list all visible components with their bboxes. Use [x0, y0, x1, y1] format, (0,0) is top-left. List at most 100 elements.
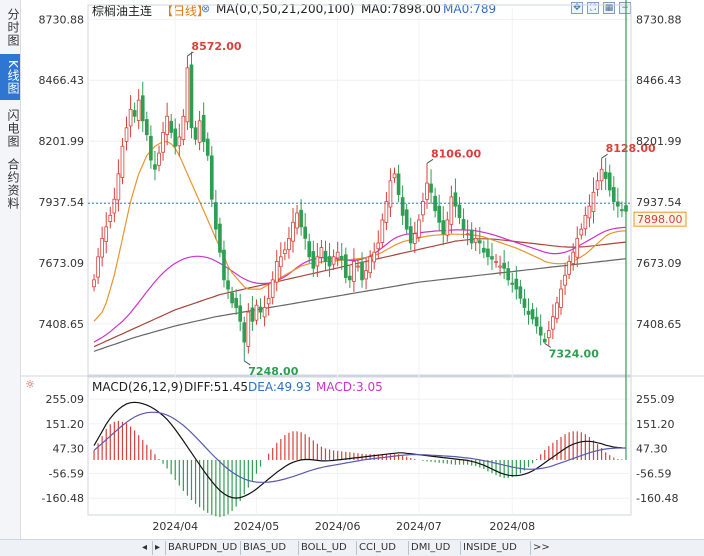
ma-magenta-line	[93, 226, 627, 343]
candle-body	[506, 268, 511, 281]
macd-axis: 255.09 255.09 151.20 151.20 47.30 47.30 -56.59…	[42, 393, 679, 505]
period-selector[interactable]: 【日线】	[161, 4, 210, 18]
instrument-name: 棕榈油主连	[92, 4, 153, 18]
price-tick-left: 7937.54	[39, 196, 85, 209]
annotation-label: 7324.00	[549, 347, 599, 360]
candle-body	[502, 262, 506, 269]
time-tick: 2024/05	[234, 520, 280, 533]
moving-average-lines	[93, 141, 627, 352]
candle-body	[222, 249, 226, 281]
candle-body	[124, 127, 129, 142]
tab-boll[interactable]: BOLL_UD	[298, 541, 347, 555]
candle-body	[161, 132, 165, 153]
price-tick-left: 8466.43	[39, 74, 85, 87]
candle-body	[315, 256, 320, 267]
last-price-tag	[633, 211, 687, 227]
candle-body	[246, 311, 251, 347]
tab-timeshare[interactable]: 分时图	[6, 7, 20, 47]
macd-tick-right: -160.48	[636, 492, 678, 505]
settings-icon[interactable]: ⊗	[201, 2, 211, 15]
candle-body	[165, 115, 169, 135]
candle-body	[112, 198, 117, 214]
annotation-leader	[601, 153, 608, 159]
candle-body	[583, 214, 588, 230]
candle-body	[287, 237, 291, 251]
tab-cci[interactable]: CCI_UD	[356, 541, 396, 555]
price-tick-right: 7937.54	[636, 196, 682, 209]
candle-body	[465, 233, 470, 236]
candle-body	[274, 261, 279, 283]
price-tick-left: 7408.65	[39, 318, 85, 331]
ma-orange-line	[93, 141, 627, 322]
tab-bias[interactable]: BIAS_UD	[240, 541, 286, 555]
annotation-leader	[187, 51, 194, 57]
candle-body	[319, 247, 324, 258]
macd-diff: DIFF:51.45	[184, 380, 248, 394]
candle-body	[607, 172, 612, 191]
price-tick-right: 8201.99	[636, 135, 682, 148]
tab-barupdn[interactable]: BARUPDN_UD	[165, 541, 237, 555]
macd-diff-line	[93, 401, 622, 499]
candle-body	[226, 280, 230, 290]
annotation-label: 8572.00	[191, 40, 241, 53]
candle-body	[153, 164, 157, 170]
candle-body	[372, 251, 377, 263]
macd-dea: DEA:49.93	[248, 380, 311, 394]
candle-body	[396, 173, 401, 196]
candle-body	[380, 219, 385, 243]
candle-body	[538, 326, 543, 336]
candle-body	[201, 114, 206, 143]
candle-body	[587, 205, 592, 219]
macd-tick-right: -56.59	[636, 467, 671, 480]
candle-body	[384, 201, 389, 223]
last-price-label: 7898.00	[637, 213, 683, 226]
candle-body	[177, 136, 182, 147]
candle-body	[299, 209, 303, 228]
annotation-label: 8128.00	[606, 142, 656, 155]
candle-body	[412, 233, 417, 244]
more-tabs-button[interactable]: >>	[530, 541, 550, 555]
candle-body	[368, 256, 372, 274]
candle-body	[108, 214, 113, 222]
tab-kline[interactable]: K线图	[0, 54, 20, 100]
ma-darkred-line	[93, 238, 627, 348]
candle-body	[209, 155, 214, 200]
candle-body	[291, 221, 295, 242]
candle-body	[128, 108, 133, 127]
macd-settings-icon[interactable]: ☼	[25, 378, 35, 391]
macd-tick-left: 151.20	[46, 418, 85, 431]
candle-body	[149, 135, 153, 161]
tab-inside[interactable]: INSIDE_UD	[460, 541, 517, 555]
candle-body	[169, 120, 174, 133]
time-axis: 2024/04 2024/05 2024/06 2024/07 2024/08	[152, 520, 535, 533]
candle-body	[144, 119, 149, 136]
candle-body	[498, 265, 502, 268]
candle-body	[546, 330, 551, 339]
price-tick-right: 8466.43	[636, 74, 682, 87]
candle-body	[522, 298, 527, 308]
tab-dmi[interactable]: DMI_UD	[408, 541, 450, 555]
candle-body	[453, 192, 458, 207]
candle-body	[339, 255, 344, 260]
time-tick: 2024/08	[489, 520, 535, 533]
candle-body	[429, 183, 433, 193]
price-tick-left: 8201.99	[39, 135, 85, 148]
candle-body	[214, 202, 218, 230]
tab-contract-info[interactable]: 合约资料	[6, 158, 20, 210]
macd-title: MACD(26,12,9)	[92, 380, 183, 394]
candle-body	[611, 187, 616, 202]
candle-body	[343, 254, 348, 278]
scroll-left-button[interactable]: ◂	[142, 542, 148, 553]
annotation-leader	[544, 343, 552, 348]
candle-body	[295, 212, 299, 229]
scroll-right-button[interactable]: ▸	[152, 541, 160, 555]
candle-body	[595, 180, 600, 190]
candle-body	[140, 95, 145, 122]
tab-lightning[interactable]: 闪电图	[6, 108, 20, 148]
candle-body	[477, 240, 482, 244]
candle-body	[445, 219, 450, 236]
candle-body	[494, 261, 498, 263]
time-tick: 2024/07	[396, 520, 442, 533]
macd-dea-line	[93, 411, 626, 483]
